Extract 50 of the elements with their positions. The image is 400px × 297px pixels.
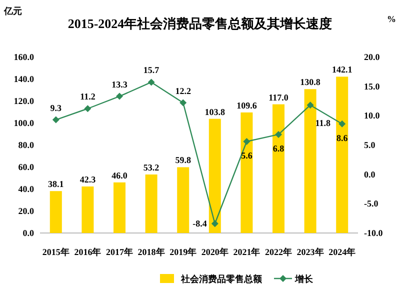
data-label: 8.6 bbox=[336, 132, 348, 143]
data-label: 142.1 bbox=[332, 64, 352, 75]
ytick: 20.0 bbox=[18, 206, 34, 216]
xtick: 2021年 bbox=[233, 247, 260, 257]
data-label: 46.0 bbox=[112, 170, 128, 180]
xtick: 2022年 bbox=[265, 247, 292, 257]
ytick: 140.0 bbox=[14, 74, 34, 84]
xtick: 2023年 bbox=[296, 247, 324, 257]
y2tick: 5.0 bbox=[364, 140, 376, 150]
data-label: 38.1 bbox=[48, 179, 64, 190]
ytick: 120.0 bbox=[14, 96, 34, 106]
y2tick: 20.0 bbox=[364, 52, 380, 62]
xtick: 2018年 bbox=[138, 247, 165, 257]
xtick: 2015年 bbox=[42, 247, 70, 257]
y2tick: -5.0 bbox=[364, 198, 378, 209]
data-label: 53.2 bbox=[143, 162, 160, 172]
legend-label: 增长 bbox=[295, 274, 313, 284]
data-label: 11.2 bbox=[80, 92, 96, 102]
xtick: 2019年 bbox=[170, 247, 197, 257]
data-label: 15.7 bbox=[143, 65, 160, 76]
data-label: 59.8 bbox=[175, 155, 191, 166]
data-label: 6.8 bbox=[272, 143, 284, 154]
data-label: -8.4 bbox=[192, 218, 207, 229]
data-label: 13.3 bbox=[112, 79, 128, 90]
y2tick: 0.0 bbox=[364, 169, 376, 180]
data-label: 12.2 bbox=[175, 86, 191, 96]
data-label: 9.3 bbox=[50, 102, 62, 113]
y2tick: 15.0 bbox=[364, 81, 380, 92]
data-label: 42.3 bbox=[80, 174, 96, 184]
data-label: 5.6 bbox=[241, 150, 252, 160]
data-label: 109.6 bbox=[236, 100, 257, 110]
ytick: 100.0 bbox=[14, 118, 34, 128]
xtick: 2017年 bbox=[106, 247, 133, 257]
ytick: 0.0 bbox=[22, 228, 34, 238]
data-label: 117.0 bbox=[268, 92, 288, 102]
ytick: 40.0 bbox=[18, 184, 34, 194]
xtick: 2020年 bbox=[201, 247, 228, 257]
ytick: 60.0 bbox=[18, 162, 34, 172]
y2tick: 10.0 bbox=[364, 110, 380, 121]
ylabel: 亿元 bbox=[4, 6, 22, 16]
y2label: % bbox=[387, 14, 396, 24]
y2tick: -10.0 bbox=[364, 228, 383, 238]
xtick: 2016年 bbox=[74, 247, 102, 257]
title: 2015-2024年社会消费品零售总额及其增长速度 bbox=[68, 16, 332, 31]
data-label: 130.8 bbox=[300, 77, 320, 88]
ytick: 80.0 bbox=[18, 140, 34, 150]
ytick: 160.0 bbox=[14, 52, 34, 62]
xtick: 2024年 bbox=[328, 247, 356, 257]
data-label: 103.8 bbox=[204, 106, 226, 117]
legend-label: 社会消费品零售总额 bbox=[181, 274, 262, 284]
